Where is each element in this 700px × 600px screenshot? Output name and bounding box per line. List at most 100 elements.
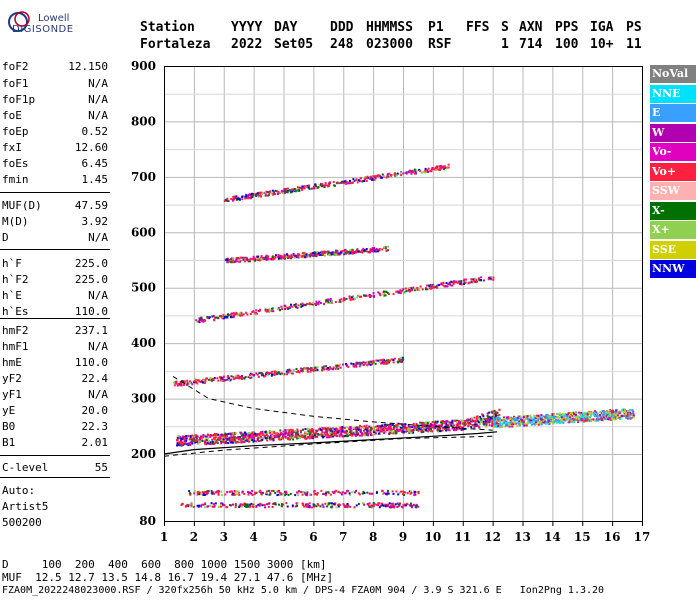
echo-point [404, 504, 407, 507]
echo-point [464, 428, 467, 430]
echo-point [241, 195, 244, 198]
echo-point [415, 427, 418, 430]
echo-point [347, 432, 350, 435]
echo-point [301, 305, 304, 307]
echo-point [232, 439, 234, 442]
y-tick-label: 300 [131, 392, 156, 406]
echo-point [235, 311, 238, 314]
echo-point [457, 424, 460, 427]
echo-point [628, 413, 631, 416]
echo-point [295, 436, 298, 439]
echo-point [289, 428, 292, 431]
echo-point [181, 502, 184, 505]
echo-point [341, 180, 344, 183]
echo-point [396, 506, 399, 508]
echo-point [455, 280, 458, 283]
echo-point [314, 302, 317, 305]
echo-point [357, 250, 360, 253]
echo-point [418, 427, 421, 430]
echo-point [347, 504, 350, 507]
echo-point [307, 430, 310, 433]
echo-point [383, 246, 386, 249]
echo-point [533, 414, 536, 417]
echo-point [383, 492, 386, 495]
echo-point [586, 413, 589, 416]
echo-point [294, 433, 297, 436]
param-value: N/A [88, 231, 108, 244]
echo-point [592, 413, 595, 416]
echo-point [201, 380, 204, 382]
echo-point [377, 291, 380, 294]
echo-point [359, 296, 361, 299]
echo-point [605, 411, 608, 414]
echo-point [568, 414, 571, 417]
echo-point [306, 370, 309, 373]
echo-point [178, 435, 181, 438]
echo-point [305, 303, 308, 305]
echo-point [385, 423, 388, 426]
echo-point [232, 257, 235, 260]
echo-point [256, 373, 259, 376]
echo-point [289, 436, 292, 439]
echo-point [325, 299, 327, 302]
echo-point [393, 506, 396, 509]
echo-point [239, 312, 241, 315]
echo-point [319, 434, 322, 437]
echo-point [346, 435, 349, 438]
echo-point [237, 435, 240, 438]
echo-point [470, 426, 473, 429]
echo-point [541, 416, 544, 419]
echo-point [488, 419, 491, 422]
echo-point [535, 421, 537, 424]
logo-line2: DIGISONDE [12, 24, 74, 35]
echo-point [284, 490, 286, 493]
echo-point [372, 433, 375, 435]
echo-point [461, 428, 464, 431]
echo-point [187, 504, 190, 507]
echo-point [418, 289, 421, 292]
echo-point [500, 419, 503, 422]
echo-point [224, 316, 227, 319]
echo-point [204, 439, 207, 442]
header-label: DAY [274, 20, 298, 35]
echo-point [314, 183, 317, 186]
echo-point [584, 416, 587, 419]
echo-point [439, 168, 442, 171]
echo-point [575, 419, 578, 422]
echo-point [220, 442, 223, 445]
echo-point [439, 167, 442, 170]
echo-point [205, 438, 208, 441]
echo-point [326, 429, 329, 431]
echo-point [198, 379, 201, 382]
echo-point [373, 250, 376, 253]
echo-point [578, 416, 581, 419]
echo-point [514, 422, 517, 425]
echo-point [265, 190, 268, 193]
echo-point [300, 370, 302, 372]
echo-point [185, 435, 188, 438]
echo-point [356, 434, 359, 437]
echo-point [304, 256, 307, 259]
echo-point [499, 426, 502, 429]
echo-point [410, 490, 412, 493]
echo-point [456, 281, 459, 284]
echo-point [353, 365, 356, 368]
echo-point [390, 358, 393, 361]
echo-point [321, 503, 324, 506]
echo-point [274, 189, 277, 192]
echo-point [183, 435, 186, 438]
echo-point [526, 415, 529, 418]
echo-point [302, 504, 305, 507]
auto-code: 500200 [2, 516, 42, 529]
echo-point [366, 491, 369, 494]
echo-point [416, 288, 419, 291]
echo-point [391, 428, 394, 431]
echo-point [384, 503, 387, 506]
legend-item: X- [650, 201, 696, 220]
echo-point [290, 431, 293, 434]
echo-point [173, 384, 176, 387]
echo-point [195, 319, 198, 322]
echo-point [380, 428, 383, 431]
echo-point [607, 414, 610, 417]
echo-point [432, 285, 435, 288]
